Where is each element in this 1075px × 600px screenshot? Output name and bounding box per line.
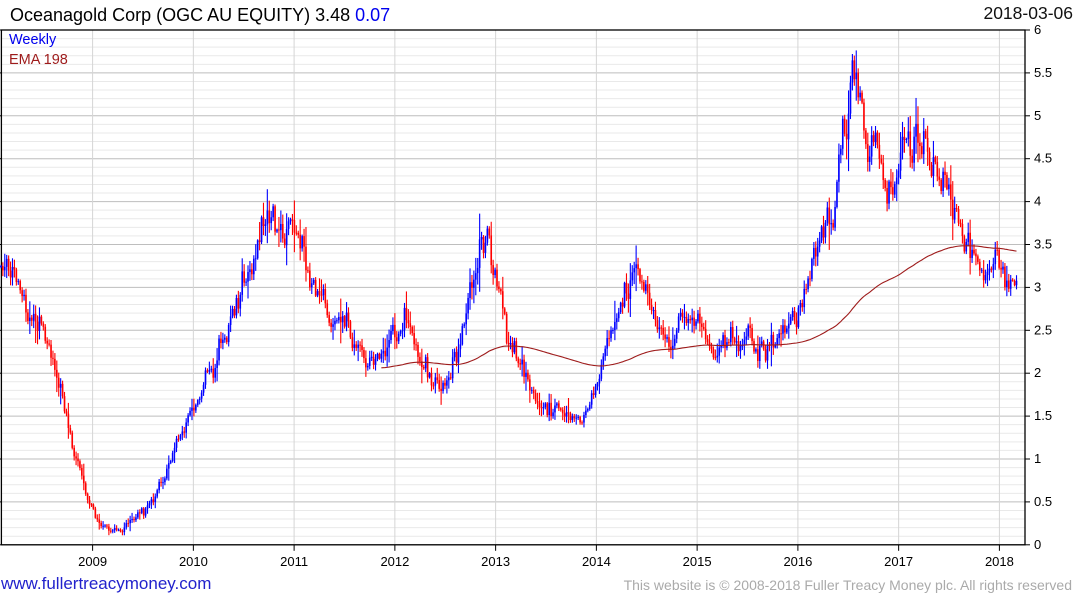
svg-text:2014: 2014	[582, 554, 611, 569]
svg-text:2012: 2012	[380, 554, 409, 569]
svg-text:2.5: 2.5	[1034, 322, 1052, 337]
svg-text:3.5: 3.5	[1034, 237, 1052, 252]
svg-text:6: 6	[1034, 22, 1041, 37]
svg-text:2011: 2011	[280, 554, 308, 569]
svg-text:4: 4	[1034, 194, 1041, 209]
svg-text:2010: 2010	[179, 554, 208, 569]
svg-text:5: 5	[1034, 108, 1041, 123]
svg-text:2016: 2016	[783, 554, 812, 569]
svg-text:2017: 2017	[884, 554, 913, 569]
svg-text:1.5: 1.5	[1034, 408, 1052, 423]
svg-text:1: 1	[1034, 451, 1041, 466]
svg-text:3: 3	[1034, 279, 1041, 294]
svg-text:0.5: 0.5	[1034, 494, 1052, 509]
svg-text:2013: 2013	[481, 554, 510, 569]
svg-text:4.5: 4.5	[1034, 151, 1052, 166]
svg-text:2009: 2009	[78, 554, 107, 569]
svg-text:5.5: 5.5	[1034, 65, 1052, 80]
svg-text:2018: 2018	[985, 554, 1014, 569]
svg-text:2015: 2015	[683, 554, 712, 569]
svg-text:0: 0	[1034, 537, 1041, 552]
svg-text:2: 2	[1034, 365, 1041, 380]
